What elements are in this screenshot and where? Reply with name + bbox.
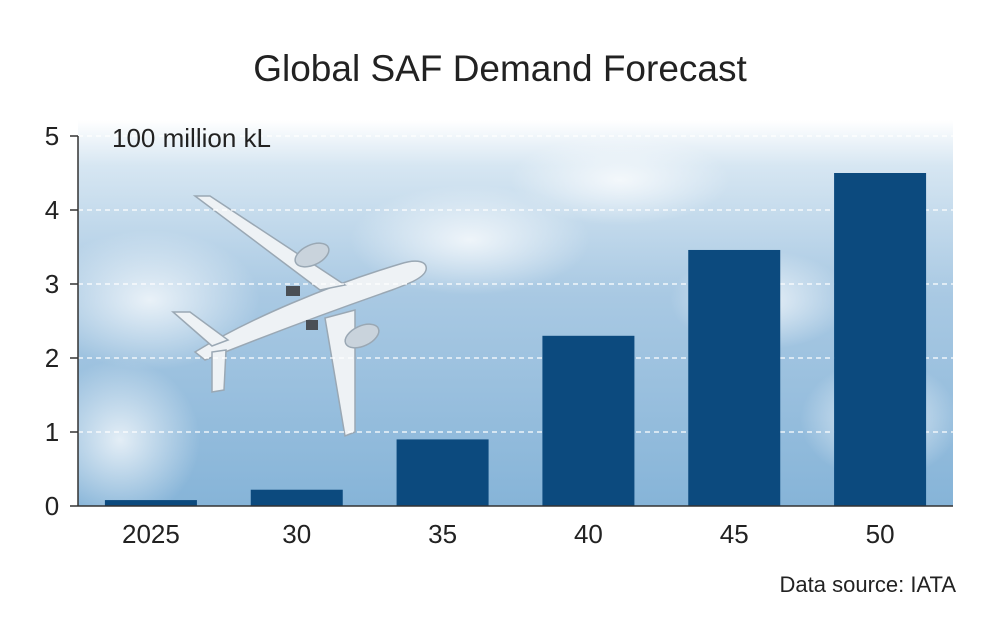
y-tick-label: 1 [45, 417, 59, 447]
y-tick-label: 2 [45, 343, 59, 373]
bar-2025 [104, 500, 197, 506]
bar-30 [250, 489, 343, 506]
unit-label: 100 million kL [112, 123, 271, 153]
chart-title: Global SAF Demand Forecast [253, 48, 747, 89]
airplane-illustration [170, 195, 427, 438]
y-tick-label: 3 [45, 269, 59, 299]
y-tick-label: 5 [45, 121, 59, 151]
bar-45 [688, 249, 781, 506]
sky-background [40, 120, 960, 520]
source-note: Data source: IATA [779, 572, 956, 597]
x-tick-label: 30 [282, 519, 311, 549]
bar-35 [396, 439, 489, 506]
y-ticks: 0 1 2 3 4 5 [45, 121, 78, 521]
bar-40 [542, 335, 635, 506]
bars [104, 173, 927, 506]
x-tick-label: 45 [720, 519, 749, 549]
y-tick-label: 0 [45, 491, 59, 521]
bar-50 [834, 173, 927, 506]
x-tick-label: 40 [574, 519, 603, 549]
y-tick-label: 4 [45, 195, 59, 225]
x-labels: 2025 30 35 40 45 50 [122, 519, 895, 549]
x-tick-label: 2025 [122, 519, 180, 549]
x-tick-label: 35 [428, 519, 457, 549]
x-tick-label: 50 [866, 519, 895, 549]
gridlines [78, 135, 953, 433]
